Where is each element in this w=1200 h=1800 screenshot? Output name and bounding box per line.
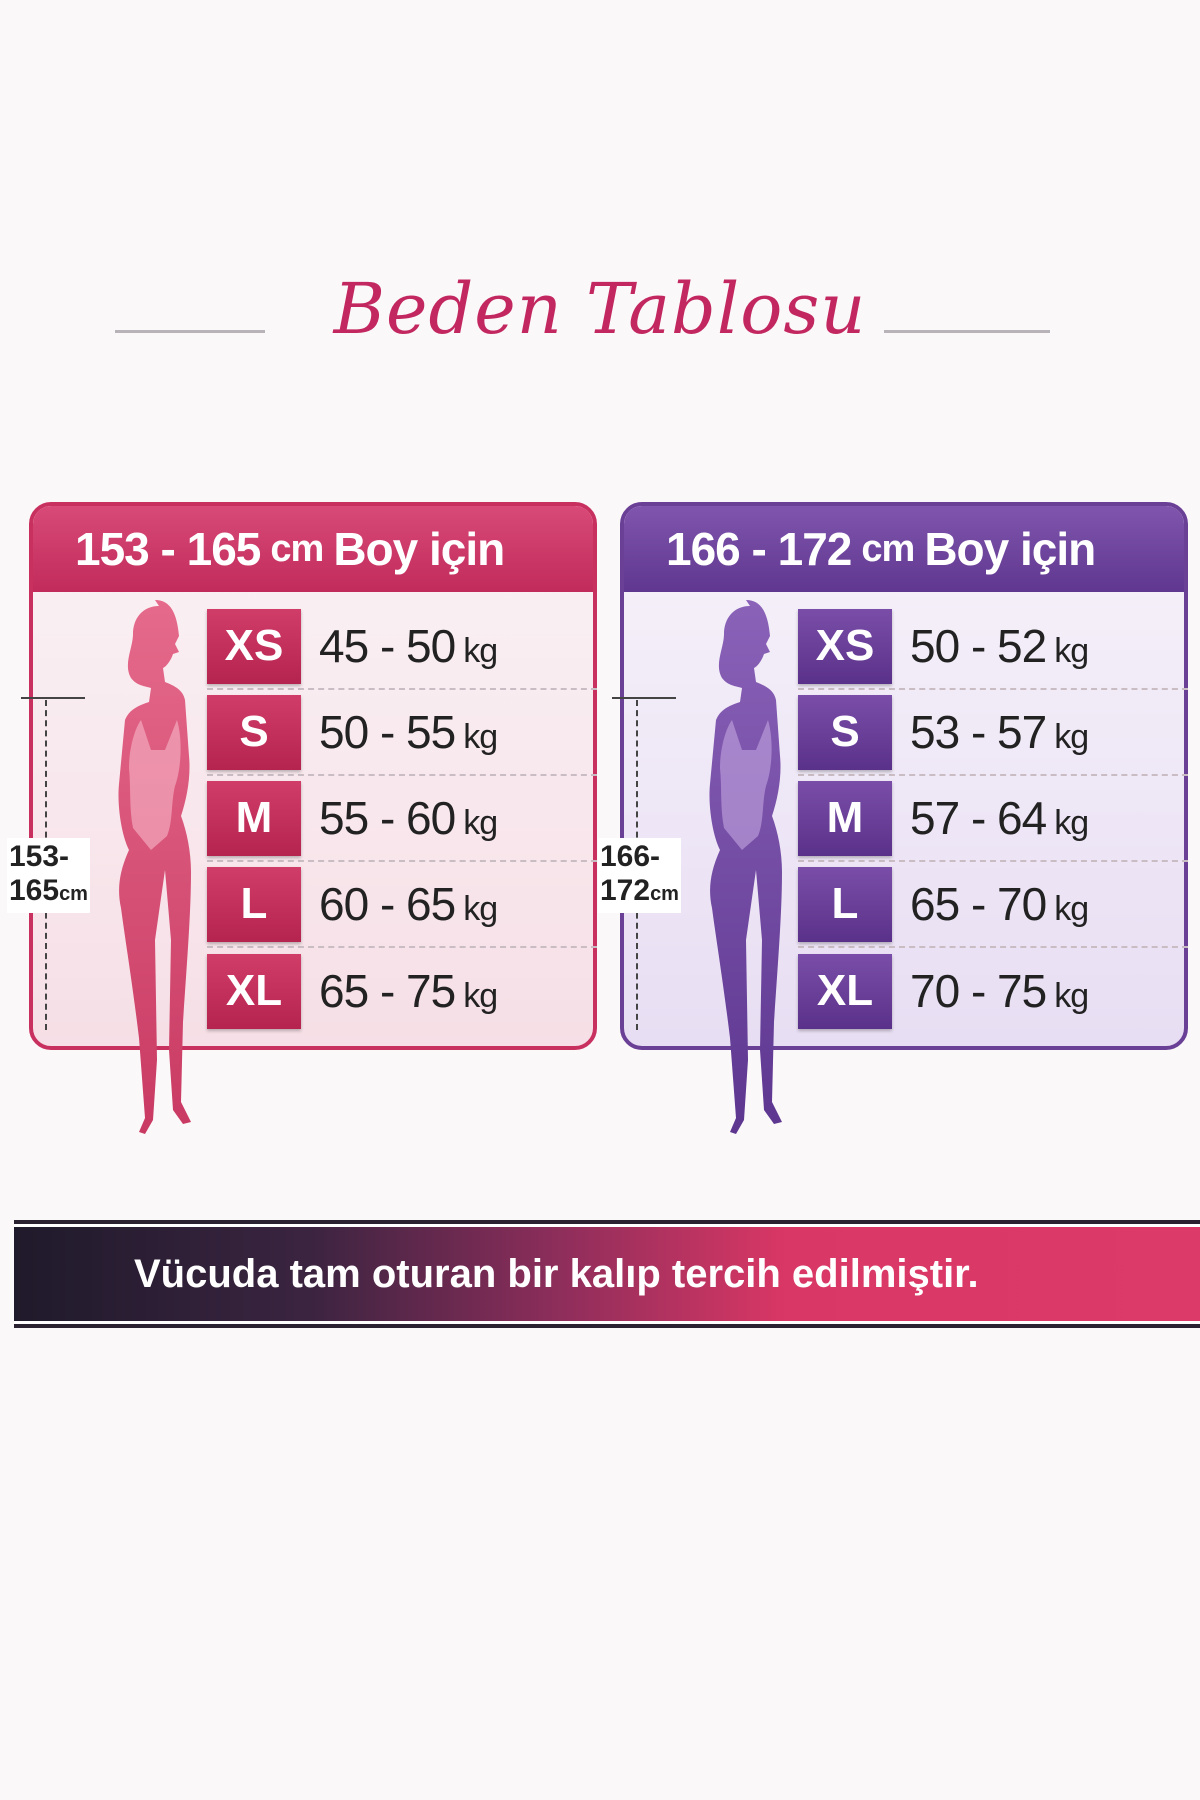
page-title: Beden Tablosu [333, 268, 867, 350]
weight-unit: kg [1054, 632, 1089, 670]
height-label-unit: cm [59, 883, 88, 905]
weight-unit: kg [463, 977, 498, 1015]
weight-range: 45 - 50 kg [319, 619, 498, 673]
size-row: M 55 - 60 kg [207, 776, 597, 862]
weight-unit: kg [1054, 890, 1089, 928]
weight-value: 57 - 64 [910, 792, 1047, 844]
size-badge: L [207, 866, 301, 942]
weight-value: 55 - 60 [319, 792, 456, 844]
size-badge: M [207, 780, 301, 856]
height-range: 153 - 165 [75, 523, 261, 575]
weight-range: 53 - 57 kg [910, 705, 1089, 759]
size-badge: XL [207, 953, 301, 1029]
weight-unit: kg [1054, 804, 1089, 842]
fit-note-banner: Vücuda tam oturan bir kalıp tercih edilm… [14, 1224, 1200, 1324]
size-row: S 50 - 55 kg [207, 690, 597, 776]
weight-unit: kg [463, 632, 498, 670]
weight-range: 57 - 64 kg [910, 791, 1089, 845]
header-suffix: Boy için [924, 523, 1096, 575]
weight-unit: kg [1054, 977, 1089, 1015]
size-row: XL 70 - 75 kg [798, 948, 1188, 1034]
size-badge: XS [207, 608, 301, 684]
weight-unit: kg [463, 718, 498, 756]
weight-range: 70 - 75 kg [910, 964, 1089, 1018]
size-badge: L [798, 866, 892, 942]
size-row: L 60 - 65 kg [207, 862, 597, 948]
height-label-bottom: 172 [600, 874, 651, 907]
height-label: 153- 165cm [7, 838, 90, 913]
weight-unit: kg [1054, 718, 1089, 756]
table-header: 166 - 172 cm Boy için [624, 506, 1184, 592]
table-header: 153 - 165 cm Boy için [33, 506, 593, 592]
size-row: L 65 - 70 kg [798, 862, 1188, 948]
weight-range: 50 - 55 kg [319, 705, 498, 759]
weight-value: 65 - 70 [910, 878, 1047, 930]
weight-range: 65 - 70 kg [910, 877, 1089, 931]
weight-range: 60 - 65 kg [319, 877, 498, 931]
weight-value: 45 - 50 [319, 620, 456, 672]
height-marker-top [612, 697, 676, 699]
size-badge: M [798, 780, 892, 856]
weight-value: 53 - 57 [910, 706, 1047, 758]
header-suffix: Boy için [333, 523, 505, 575]
weight-unit: kg [463, 804, 498, 842]
size-row: XS 50 - 52 kg [798, 604, 1188, 690]
size-table-short: 153 - 165 cm Boy için [29, 502, 597, 1050]
weight-range: 65 - 75 kg [319, 964, 498, 1018]
height-unit: cm [861, 527, 915, 570]
size-row: XS 45 - 50 kg [207, 604, 597, 690]
weight-range: 50 - 52 kg [910, 619, 1089, 673]
weight-value: 65 - 75 [319, 965, 456, 1017]
title-divider-left [115, 330, 265, 333]
woman-silhouette-icon [118, 600, 191, 1134]
weight-unit: kg [463, 890, 498, 928]
size-badge: S [207, 694, 301, 770]
weight-value: 50 - 52 [910, 620, 1047, 672]
weight-value: 60 - 65 [319, 878, 456, 930]
size-row: XL 65 - 75 kg [207, 948, 597, 1034]
fit-note-text: Vücuda tam oturan bir kalıp tercih edilm… [134, 1251, 979, 1296]
height-label-bottom: 165 [9, 874, 60, 907]
height-label-unit: cm [650, 883, 679, 905]
woman-silhouette-icon [709, 600, 782, 1134]
size-badge: S [798, 694, 892, 770]
weight-range: 55 - 60 kg [319, 791, 498, 845]
height-marker-top [21, 697, 85, 699]
title-divider-right [884, 330, 1050, 333]
height-label-top: 153- [9, 840, 70, 873]
weight-value: 70 - 75 [910, 965, 1047, 1017]
height-unit: cm [270, 527, 324, 570]
size-row: M 57 - 64 kg [798, 776, 1188, 862]
height-range: 166 - 172 [666, 523, 852, 575]
size-badge: XS [798, 608, 892, 684]
size-badge: XL [798, 953, 892, 1029]
height-label: 166- 172cm [598, 838, 681, 913]
weight-value: 50 - 55 [319, 706, 456, 758]
size-row: S 53 - 57 kg [798, 690, 1188, 776]
height-label-top: 166- [600, 840, 661, 873]
